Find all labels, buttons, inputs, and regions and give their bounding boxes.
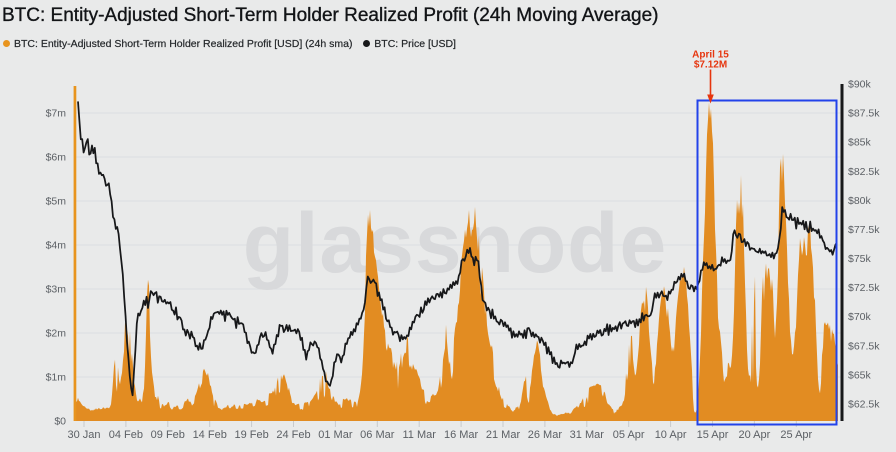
svg-text:16 Mar: 16 Mar xyxy=(444,429,479,441)
svg-text:$0: $0 xyxy=(54,416,66,428)
svg-text:05 Apr: 05 Apr xyxy=(613,429,645,441)
svg-text:31 Mar: 31 Mar xyxy=(570,429,605,441)
svg-text:$4m: $4m xyxy=(46,240,67,252)
svg-text:01 Mar: 01 Mar xyxy=(318,429,353,441)
svg-text:$2m: $2m xyxy=(46,328,67,340)
svg-text:$5m: $5m xyxy=(46,196,67,208)
svg-text:$77.5k: $77.5k xyxy=(848,224,880,236)
svg-text:$65k: $65k xyxy=(848,369,872,381)
svg-text:06 Mar: 06 Mar xyxy=(360,429,395,441)
svg-text:$7.12M: $7.12M xyxy=(694,60,727,71)
svg-text:24 Feb: 24 Feb xyxy=(276,429,310,441)
svg-text:20 Apr: 20 Apr xyxy=(738,429,770,441)
svg-text:$7m: $7m xyxy=(46,108,67,120)
svg-text:$70k: $70k xyxy=(848,311,872,323)
svg-text:15 Apr: 15 Apr xyxy=(697,429,729,441)
svg-text:09 Feb: 09 Feb xyxy=(151,429,185,441)
svg-text:10 Apr: 10 Apr xyxy=(655,429,687,441)
svg-text:04 Feb: 04 Feb xyxy=(109,429,143,441)
svg-text:$1m: $1m xyxy=(46,372,67,384)
svg-text:21 Mar: 21 Mar xyxy=(486,429,521,441)
svg-text:$82.5k: $82.5k xyxy=(848,166,880,178)
svg-text:$72.5k: $72.5k xyxy=(848,282,880,294)
svg-text:$3m: $3m xyxy=(46,284,67,296)
svg-text:14 Feb: 14 Feb xyxy=(193,429,227,441)
svg-text:30 Jan: 30 Jan xyxy=(67,429,100,441)
svg-text:26 Mar: 26 Mar xyxy=(528,429,563,441)
svg-text:$6m: $6m xyxy=(46,152,67,164)
svg-text:$87.5k: $87.5k xyxy=(848,108,880,120)
svg-text:25 Apr: 25 Apr xyxy=(780,429,812,441)
svg-text:April 15: April 15 xyxy=(692,50,729,61)
svg-text:$67.5k: $67.5k xyxy=(848,340,880,352)
svg-text:$62.5k: $62.5k xyxy=(848,398,880,410)
svg-text:$75k: $75k xyxy=(848,253,872,265)
svg-text:$80k: $80k xyxy=(848,195,872,207)
svg-text:glassnode: glassnode xyxy=(243,196,667,290)
svg-text:$85k: $85k xyxy=(848,137,872,149)
svg-text:$90k: $90k xyxy=(848,79,872,91)
svg-text:11 Mar: 11 Mar xyxy=(402,429,436,441)
svg-text:19 Feb: 19 Feb xyxy=(234,429,268,441)
